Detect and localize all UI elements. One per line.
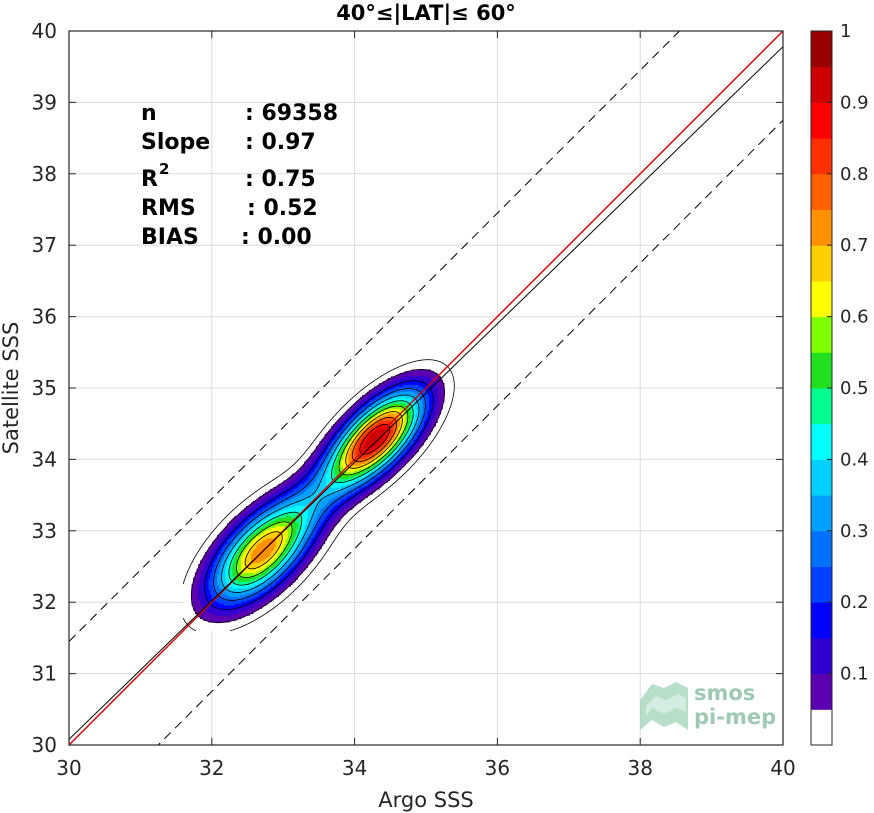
colorbar-tick-label-3: 0.4 — [840, 449, 869, 470]
colorbar-segment-4 — [811, 566, 832, 603]
stats-block: n : 69358 Slope : 0.97 R 2 : 0.75 RMS : … — [141, 101, 338, 250]
colorbar-segment-8 — [811, 423, 832, 460]
colorbar-segment-2 — [811, 637, 832, 675]
stat-bias-value: : 0.00 — [241, 225, 312, 250]
colorbar-segment-15 — [811, 173, 832, 210]
y-axis-label: Satellite SSS — [0, 322, 23, 455]
stat-n-value: : 69358 — [245, 101, 338, 126]
contour-line-0 — [182, 359, 455, 632]
y-tick-label-2: 32 — [32, 590, 57, 614]
colorbar-segment-5 — [811, 530, 832, 567]
colorbar-tick-label-4: 0.5 — [840, 378, 869, 399]
colorbar-segment-1 — [811, 673, 832, 710]
colorbar-tick-label-0: 0.1 — [840, 664, 869, 685]
contour-line-4 — [221, 394, 420, 593]
upper-bound-line — [69, 31, 681, 642]
contour-line-5 — [228, 400, 414, 586]
x-axis-label: Argo SSS — [378, 788, 473, 812]
colorbar-segment-10 — [811, 352, 832, 389]
y-tick-label-1: 31 — [32, 662, 57, 686]
colorbar-tick-label-2: 0.3 — [840, 521, 869, 542]
x-tick-label-3: 36 — [485, 756, 510, 780]
colorbar-segment-12 — [811, 280, 832, 318]
colorbar-segment-9 — [811, 388, 832, 425]
colorbar-tick-label-6: 0.7 — [840, 235, 869, 256]
x-tick-label-4: 38 — [627, 756, 652, 780]
lower-bound-line — [157, 119, 783, 745]
colorbar-segment-18 — [811, 66, 832, 103]
x-tick-label-1: 32 — [199, 756, 224, 780]
colorbar-segment-6 — [811, 495, 832, 532]
logo-text-line1: smos — [694, 681, 755, 705]
y-tick-label-4: 34 — [32, 447, 57, 471]
logo-wave-icon-inner — [646, 694, 686, 716]
contour-line-2 — [204, 380, 434, 610]
colorbar-tick-label-9: 1 — [840, 21, 851, 42]
contour-line-3 — [213, 388, 426, 601]
y-tick-label-5: 35 — [32, 376, 57, 400]
y-tick-label-6: 36 — [32, 305, 57, 329]
stat-r2-label: R — [141, 167, 158, 192]
stat-bias-label: BIAS — [141, 225, 199, 250]
colorbar-tick-label-5: 0.6 — [840, 307, 869, 328]
regression-line — [69, 46, 783, 740]
contour-line-8 — [351, 416, 398, 463]
colorbar-segment-16 — [811, 138, 832, 175]
y-tick-label-7: 37 — [32, 233, 57, 257]
x-tick-label-2: 34 — [342, 756, 367, 780]
colorbar-segment-17 — [811, 102, 832, 139]
logo-text-line2: pi-mep — [694, 705, 776, 729]
smos-pi-mep-logo: smos pi-mep — [640, 681, 776, 730]
axis-ticks: 30 32 34 36 38 40 30 31 32 33 34 35 36 37 38 39 40 — [32, 19, 796, 780]
colorbar-segment-11 — [811, 316, 832, 353]
stat-rms-label: RMS — [141, 196, 196, 221]
colorbar-segment-14 — [811, 209, 832, 246]
x-tick-label-0: 30 — [56, 756, 81, 780]
reference-lines — [69, 31, 783, 745]
contour-line-1 — [190, 369, 445, 624]
y-tick-label-10: 40 — [32, 19, 57, 43]
y-tick-label-8: 38 — [32, 162, 57, 186]
colorbar-tick-label-1: 0.2 — [840, 592, 869, 613]
y-tick-label-3: 33 — [32, 519, 57, 543]
colorbar-segment-19 — [811, 31, 832, 68]
colorbar-tick-label-8: 0.9 — [840, 92, 869, 113]
one-to-one-line — [69, 31, 783, 745]
colorbar-segment-3 — [811, 602, 832, 639]
stat-slope-label: Slope — [141, 130, 210, 155]
colorbar-segment-13 — [811, 245, 832, 282]
stat-slope-value: : 0.97 — [245, 130, 316, 155]
contour-line-9 — [359, 423, 391, 455]
stat-rms-value: : 0.52 — [247, 196, 318, 221]
stat-r2-value: : 0.75 — [245, 167, 316, 192]
stat-n-label: n — [141, 101, 157, 126]
colorbar-tick-label-7: 0.8 — [840, 164, 869, 185]
y-tick-label-0: 30 — [32, 733, 57, 757]
colorbar-segment-7 — [811, 459, 832, 496]
colorbar: 0.1 0.2 0.3 0.4 0.5 0.6 0.7 0.8 0.9 1 — [810, 21, 869, 746]
y-tick-label-9: 39 — [32, 90, 57, 114]
stat-r2-sup: 2 — [159, 160, 169, 178]
chart-title: 40°≤|LAT|≤ 60° — [336, 1, 516, 26]
colorbar-segment-0 — [811, 709, 832, 746]
x-tick-label-5: 40 — [770, 756, 795, 780]
